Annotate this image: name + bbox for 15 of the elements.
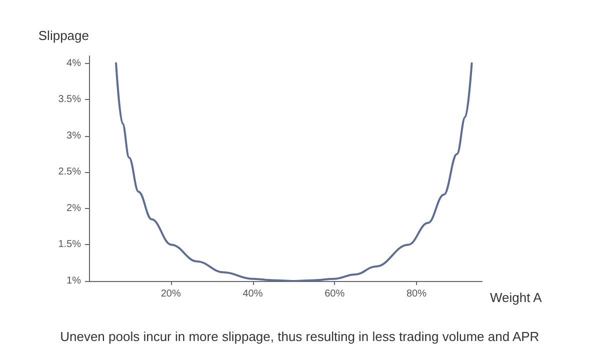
y-tick-label: 2% xyxy=(66,202,82,214)
line-series xyxy=(115,62,473,282)
x-tick-label: 40% xyxy=(242,288,263,300)
y-tick-label: 3% xyxy=(66,130,82,142)
y-tick-label: 1% xyxy=(66,276,82,286)
y-axis-title: Slippage xyxy=(38,28,89,43)
text: Uneven pools incur in more slippage, thus resulting in less trading volume and APR xyxy=(60,329,540,344)
x-tick-label: 60% xyxy=(324,288,345,300)
y-tick-label: 3.5% xyxy=(58,94,82,106)
x-axis-title: Weight A xyxy=(490,290,542,305)
x-tick-label: 80% xyxy=(406,288,427,300)
y-tick-label: 2.5% xyxy=(58,166,82,178)
y-tick-label: 4% xyxy=(66,58,82,69)
x-tick-label: 20% xyxy=(160,288,181,300)
y-tick-label: 1.5% xyxy=(58,239,82,250)
